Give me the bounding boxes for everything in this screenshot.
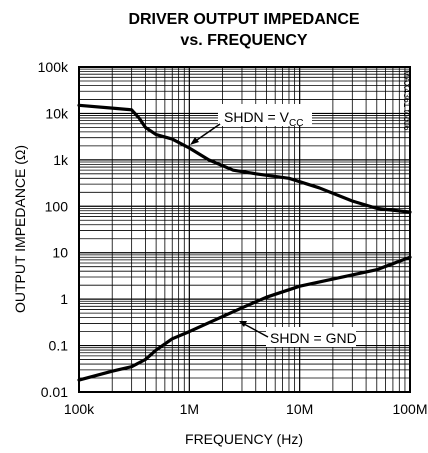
annotation-gnd-leader [243, 323, 269, 338]
y-tick-label: 100k [38, 59, 69, 75]
plot-frame [78, 66, 411, 393]
annotation-shdn-gnd: SHDN = GND [239, 321, 357, 347]
chart-title-line-1: DRIVER OUTPUT IMPEDANCE [128, 11, 359, 28]
annotation-shdn-vcc: SHDN = VCC [190, 104, 312, 145]
annotation-gnd-arrowhead [239, 321, 247, 327]
series-line-shdn-vcc [77, 103, 412, 214]
x-tick-label: 10M [286, 401, 313, 417]
reference-code: MAX4361 toc06 [402, 70, 412, 131]
y-tick-label: 10 [52, 245, 68, 261]
x-tick-label: 100k [64, 401, 95, 417]
chart-title-line-2: vs. FREQUENCY [180, 32, 307, 49]
y-tick-label: 10k [45, 105, 69, 121]
annotation-gnd-text: SHDN = GND [270, 330, 357, 346]
y-tick-label: 0.01 [41, 384, 68, 400]
annotation-vcc-text: SHDN = VCC [224, 109, 303, 129]
annotation-vcc-sub: CC [289, 118, 303, 129]
y-tick-label: 1k [53, 152, 69, 168]
annotation-gnd-box [266, 327, 356, 347]
annotation-vcc-arrowhead [190, 137, 199, 145]
y-tick-label: 0.1 [49, 338, 69, 354]
annotation-vcc-leader [193, 123, 221, 143]
y-tick-label: 100 [45, 198, 69, 214]
annotation-vcc-box [218, 104, 312, 126]
y-axis-label: OUTPUT IMPEDANCE (Ω) [12, 145, 28, 313]
tick-labels: 100k 1M 10M 100M 100k 10k 1k 100 10 1 0.1 0.01 [38, 59, 428, 417]
series-lines [77, 103, 412, 382]
x-tick-label: 100M [392, 401, 427, 417]
series-line-shdn-gnd [77, 255, 412, 382]
x-tick-label: 1M [180, 401, 199, 417]
x-axis-label: FREQUENCY (Hz) [185, 431, 303, 447]
y-tick-label: 1 [60, 291, 68, 307]
annotation-vcc-main: SHDN = V [224, 109, 290, 125]
